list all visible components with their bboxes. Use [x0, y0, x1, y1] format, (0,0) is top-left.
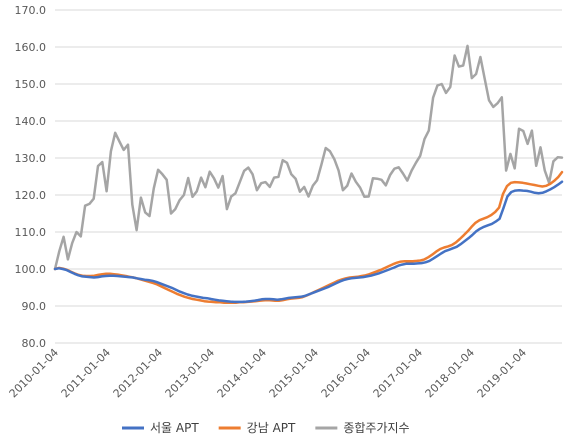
y-tick-label: 110.0 — [15, 226, 47, 239]
y-tick-label: 150.0 — [15, 78, 47, 91]
y-tick-label: 90.0 — [22, 300, 47, 313]
y-tick-label: 160.0 — [15, 41, 47, 54]
y-tick-label: 130.0 — [15, 152, 47, 165]
x-axis: 2010-01-042011-01-042012-01-042013-01-04… — [7, 346, 529, 400]
legend-label: 서울 APT — [150, 421, 199, 435]
x-tick-label: 2015-01-04 — [267, 346, 321, 400]
legend-label: 강남 APT — [247, 421, 296, 435]
x-tick-label: 2016-01-04 — [319, 346, 373, 400]
legend: 서울 APT 강남 APT 종합주가지수 — [122, 421, 410, 435]
x-tick-label: 2010-01-04 — [7, 346, 61, 400]
y-axis: 80.0 90.0 100.0 110.0 120.0 130.0 140.0 150.0 16… — [15, 4, 47, 350]
series-line — [53, 44, 564, 271]
y-tick-label: 140.0 — [15, 115, 47, 128]
series-line — [53, 180, 564, 304]
plot-area — [53, 44, 564, 304]
y-tick-label: 120.0 — [15, 189, 47, 202]
y-tick-label: 170.0 — [15, 4, 47, 17]
x-tick-label: 2017-01-04 — [371, 346, 425, 400]
x-tick-label: 2018-01-04 — [423, 346, 477, 400]
x-tick-label: 2012-01-04 — [111, 346, 165, 400]
x-tick-label: 2014-01-04 — [215, 346, 269, 400]
y-tick-label: 100.0 — [15, 263, 47, 276]
x-tick-label: 2013-01-04 — [163, 346, 217, 400]
x-tick-label: 2011-01-04 — [59, 346, 113, 400]
x-tick-label: 2019-01-04 — [475, 346, 529, 400]
y-tick-label: 80.0 — [22, 337, 47, 350]
legend-label: 종합주가지수 — [343, 421, 409, 435]
